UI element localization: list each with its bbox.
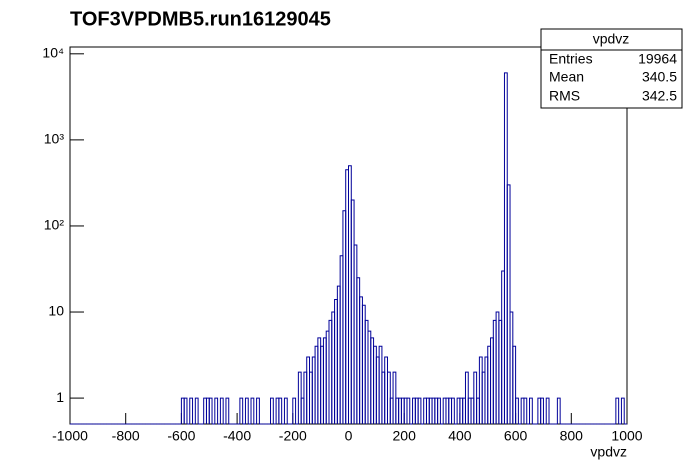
x-tick-label: 800	[560, 428, 584, 444]
y-tick-label: 10³	[44, 131, 65, 147]
y-tick-label: 1	[56, 389, 64, 405]
histogram-bin	[540, 397, 544, 424]
histogram-bin	[406, 397, 411, 424]
stats-key: Entries	[549, 51, 593, 67]
y-tick-label: 10²	[44, 217, 65, 233]
stats-box: vpdvz Entries 19964 Mean 340.5 RMS 342.5	[540, 28, 683, 109]
x-tick-label: 1000	[611, 428, 642, 444]
x-tick-label: 0	[345, 428, 353, 444]
histogram-bin	[515, 397, 519, 424]
x-tick-label: -200	[279, 428, 307, 444]
histogram-bin	[194, 397, 199, 424]
stats-value: 340.5	[642, 69, 677, 85]
histogram-bin	[451, 397, 455, 424]
stats-key: Mean	[549, 69, 584, 85]
histogram-bin	[512, 345, 517, 424]
histogram-bin	[620, 397, 625, 424]
histogram-bin	[214, 397, 219, 424]
y-tick-label: 10	[48, 303, 64, 319]
histogram-bin	[256, 397, 260, 424]
histogram-bin	[437, 397, 441, 424]
x-axis-label: vpdvz	[590, 444, 627, 460]
histogram-bin	[523, 397, 528, 424]
stats-value: 19964	[638, 51, 677, 67]
histogram-bin	[506, 184, 511, 424]
x-tick-label: -1000	[52, 428, 88, 444]
x-tick-label: 600	[504, 428, 528, 444]
histogram-bin	[529, 397, 533, 424]
histogram-bin	[270, 397, 274, 424]
x-tick-label: 400	[448, 428, 472, 444]
x-tick-label: -800	[112, 428, 140, 444]
histogram-bin	[615, 397, 620, 424]
x-tick-label: -400	[223, 428, 251, 444]
histogram-bin	[556, 397, 561, 424]
histogram-bin	[225, 397, 230, 424]
histogram-bin	[208, 397, 213, 424]
stats-value: 342.5	[642, 88, 677, 104]
histogram-bin	[219, 397, 224, 424]
histogram-bin	[189, 397, 194, 424]
stats-title: vpdvz	[593, 31, 630, 47]
x-tick-label: 200	[393, 428, 417, 444]
histogram-bin	[278, 397, 283, 424]
histogram-bin	[250, 397, 255, 424]
histogram-bin	[283, 397, 288, 424]
histogram-bin	[239, 397, 244, 424]
x-tick-label: -600	[167, 428, 195, 444]
histogram-bin	[292, 397, 297, 424]
stats-frame	[540, 28, 683, 109]
histogram-bin	[545, 397, 550, 424]
chart-title: TOF3VPDMB5.run16129045	[70, 8, 331, 30]
histogram-bin	[244, 397, 249, 424]
y-tick-label: 10⁴	[42, 45, 64, 61]
histogram-bin	[417, 397, 422, 424]
stats-key: RMS	[549, 88, 580, 104]
histogram-bin	[183, 397, 188, 424]
